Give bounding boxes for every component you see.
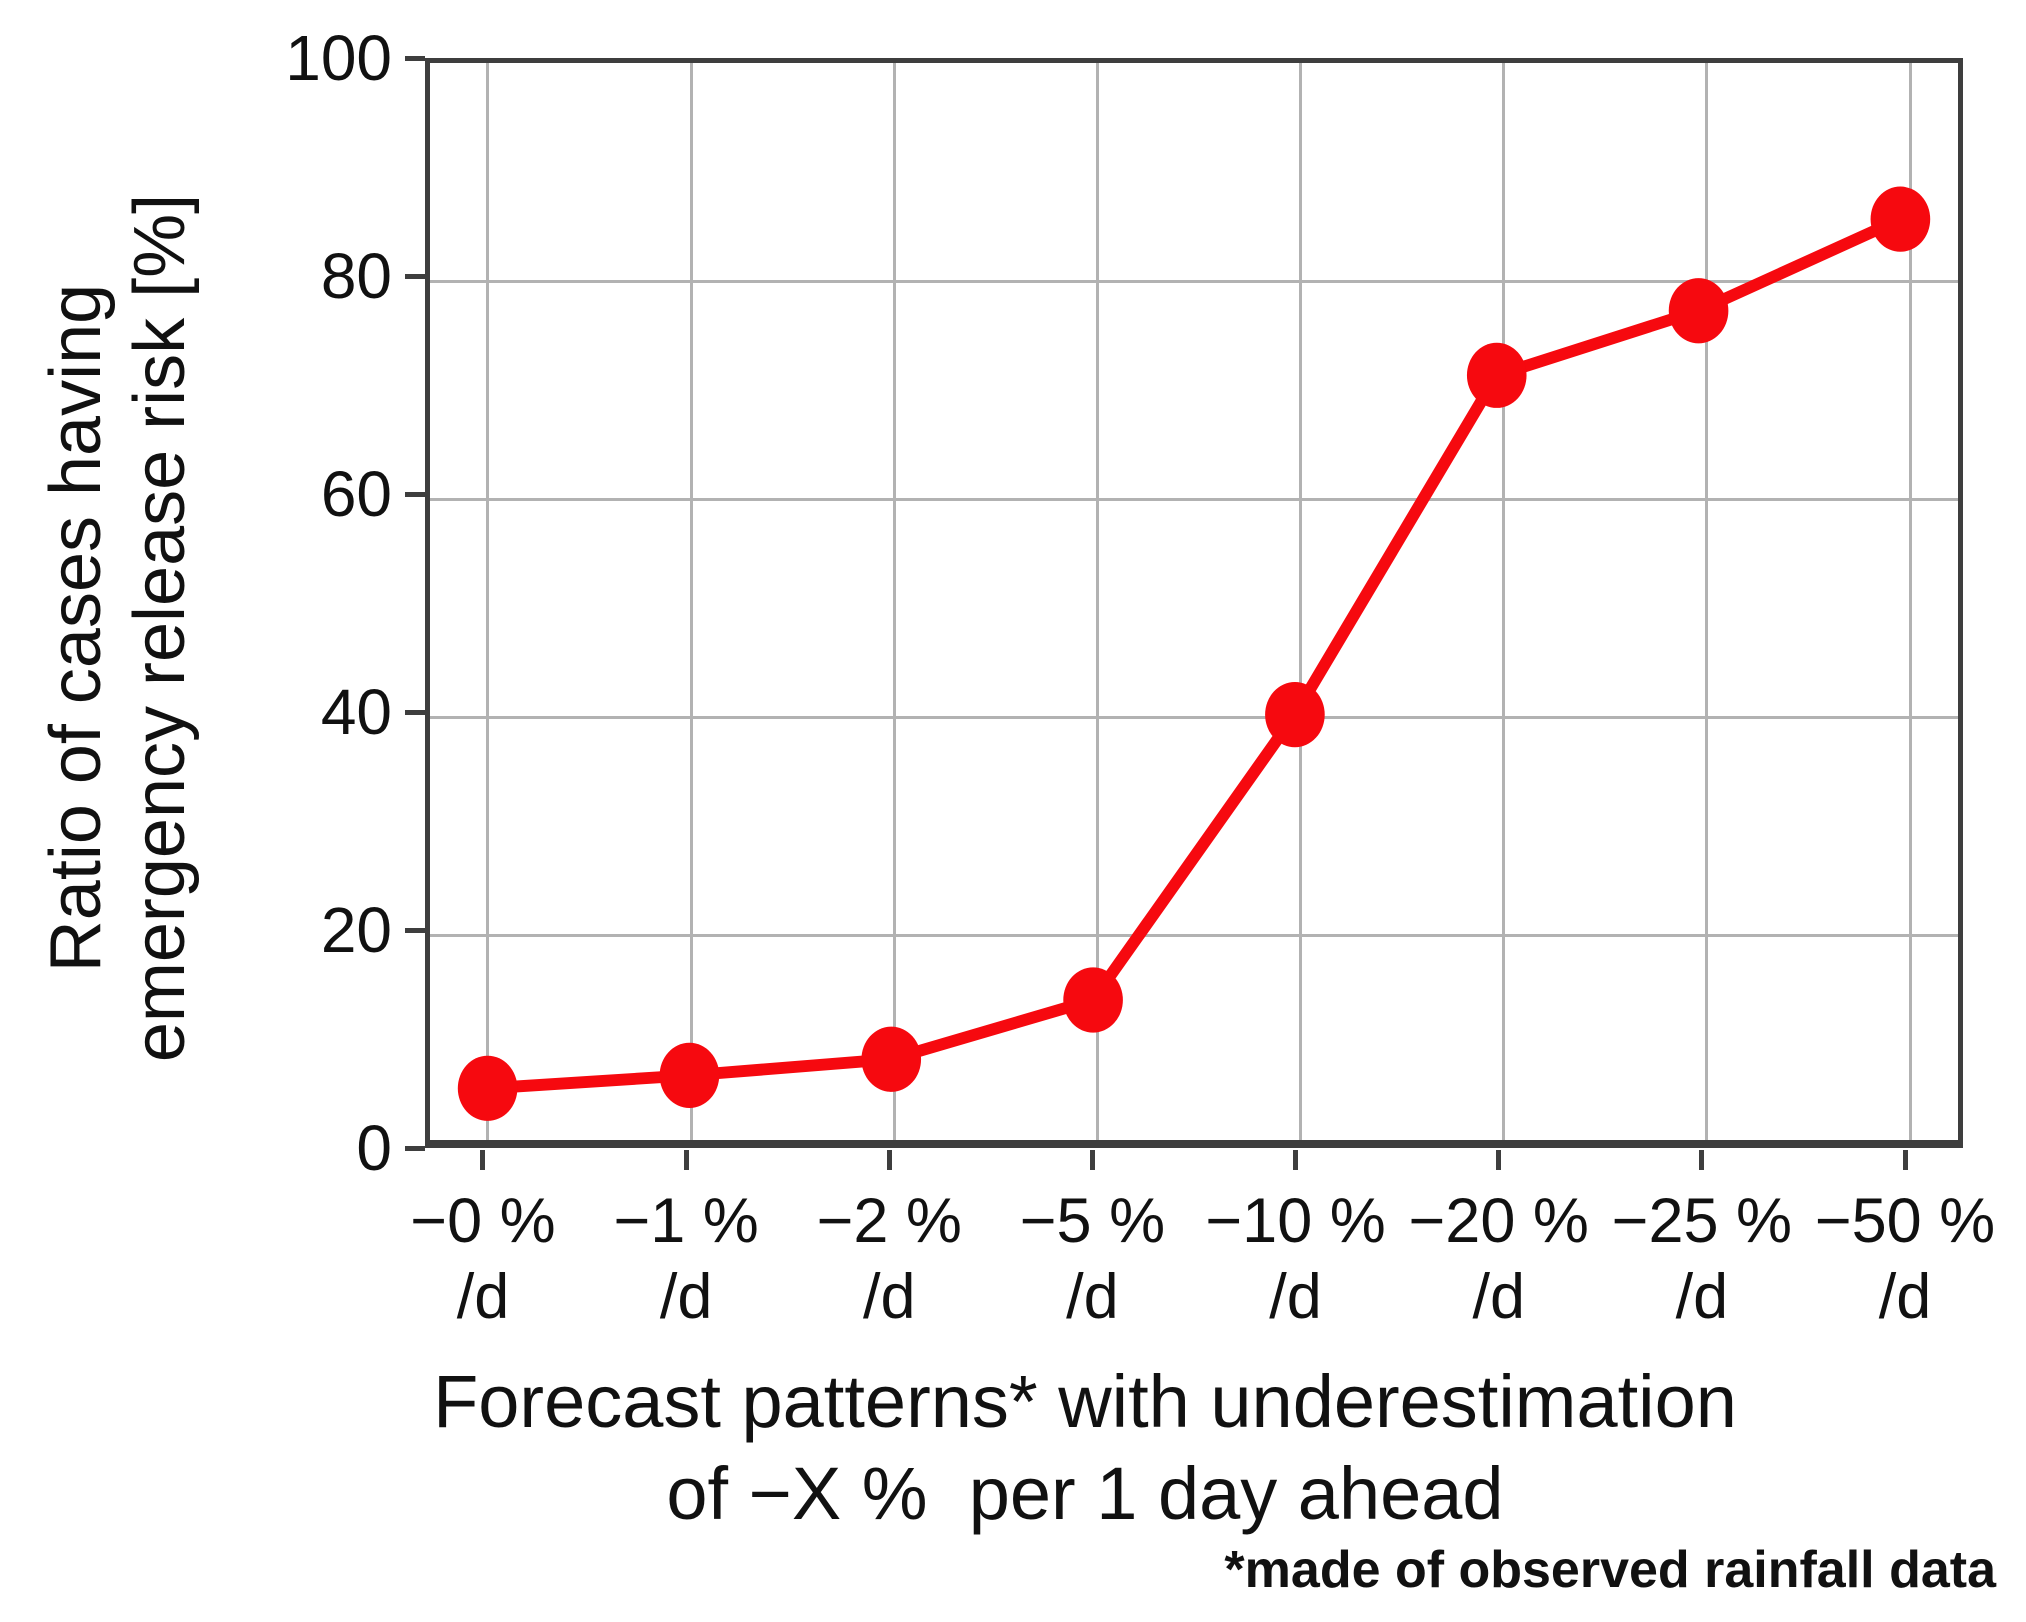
series-line: [481, 213, 1907, 1095]
y-tick-label-100: 100: [285, 22, 392, 94]
y-tick-mark-100: [405, 55, 425, 61]
x-tick-mark-1: [683, 1150, 689, 1170]
x-tick-label-1-unit: /d: [659, 1262, 713, 1332]
x-tick-label-3-unit: /d: [1066, 1262, 1119, 1332]
x-tick-label-0-unit: /d: [456, 1262, 510, 1332]
v-gridline-6: [1705, 63, 1709, 1140]
y-tick-mark-60: [405, 491, 425, 497]
data-point-7: [1870, 186, 1931, 252]
x-tick-mark-3: [1089, 1150, 1095, 1170]
x-tick-label-5-unit: /d: [1472, 1262, 1525, 1332]
h-gridline-80: [430, 279, 1958, 283]
y-tick-mark-0: [405, 1145, 425, 1151]
x-tick-label-2-value: −2 %: [816, 1186, 962, 1256]
x-tick-label-7: −50 %/d: [1745, 1183, 2026, 1335]
x-tick-label-4-unit: /d: [1269, 1262, 1322, 1332]
data-point-6: [1668, 278, 1729, 344]
v-gridline-1: [689, 63, 693, 1140]
x-tick-label-7-value: −50 %: [1814, 1186, 1996, 1256]
y-tick-mark-80: [405, 273, 425, 279]
chart-footnote: *made of observed rainfall data: [1224, 1541, 1996, 1599]
x-tick-label-0-value: −0 %: [410, 1186, 556, 1256]
x-tick-mark-0: [480, 1150, 486, 1170]
x-tick-mark-2: [886, 1150, 892, 1170]
data-point-1: [659, 1042, 720, 1108]
y-tick-label-40: 40: [320, 676, 392, 748]
x-axis-title-line1: Forecast patterns* with underestimation: [433, 1360, 1737, 1443]
v-gridline-5: [1502, 63, 1506, 1140]
x-tick-label-1-value: −1 %: [613, 1186, 759, 1256]
data-point-3: [1063, 967, 1123, 1033]
x-tick-label-5-value: −20 %: [1408, 1186, 1589, 1256]
x-tick-label-1: −1 %/d: [526, 1183, 846, 1335]
y-tick-label-80: 80: [320, 240, 392, 312]
x-axis-title-line2: of −X % per 1 day ahead: [666, 1452, 1504, 1535]
v-gridline-4: [1299, 63, 1303, 1140]
y-tick-mark-20: [405, 927, 425, 933]
x-tick-label-4-value: −10 %: [1205, 1186, 1386, 1256]
y-tick-label-60: 60: [320, 458, 392, 530]
x-tick-mark-5: [1496, 1150, 1502, 1170]
x-tick-label-5: −20 %/d: [1339, 1183, 1659, 1335]
x-tick-mark-4: [1293, 1150, 1299, 1170]
x-tick-label-2: −2 %/d: [729, 1183, 1049, 1335]
x-tick-label-3: −5 %/d: [932, 1183, 1252, 1335]
plot-area: [425, 58, 1963, 1148]
v-gridline-2: [892, 63, 896, 1140]
x-tick-mark-7: [1902, 1150, 1908, 1170]
v-gridline-7: [1908, 63, 1912, 1140]
x-tick-mark-6: [1699, 1150, 1705, 1170]
h-gridline-20: [430, 933, 1958, 937]
x-tick-label-3-value: −5 %: [1019, 1186, 1166, 1256]
data-series-svg: [457, 186, 1931, 1121]
x-tick-label-6: −25 %/d: [1542, 1183, 1862, 1335]
y-tick-label-20: 20: [320, 894, 392, 966]
x-tick-label-0: −0 %/d: [323, 1183, 643, 1335]
x-tick-label-6-value: −25 %: [1611, 1186, 1793, 1256]
x-axis-title: Forecast patterns* with underestimation …: [135, 1356, 2026, 1540]
x-tick-label-7-unit: /d: [1878, 1262, 1932, 1332]
x-tick-label-4: −10 %/d: [1136, 1183, 1456, 1335]
x-tick-label-2-unit: /d: [862, 1262, 916, 1332]
x-tick-label-6-unit: /d: [1675, 1262, 1729, 1332]
y-tick-mark-40: [405, 709, 425, 715]
v-gridline-0: [486, 63, 490, 1140]
data-point-4: [1265, 681, 1325, 748]
h-gridline-60: [430, 497, 1958, 501]
data-point-5: [1466, 342, 1527, 408]
y-tick-label-0: 0: [356, 1112, 392, 1184]
data-point-2: [861, 1026, 922, 1092]
data-point-0: [457, 1055, 518, 1121]
h-gridline-40: [430, 715, 1958, 719]
v-gridline-3: [1095, 63, 1099, 1140]
